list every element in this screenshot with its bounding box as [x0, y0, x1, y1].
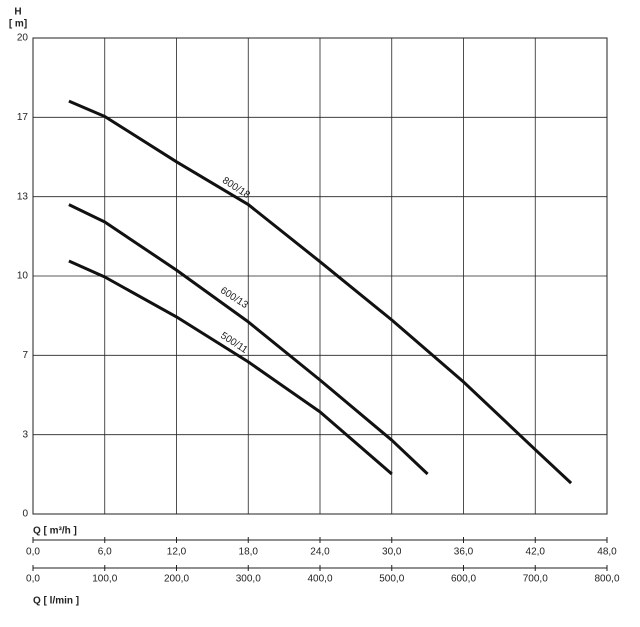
y-tick-label: 13	[17, 191, 29, 202]
y-tick-label: 10	[17, 271, 29, 282]
x-tick-label: 0,0	[26, 547, 40, 558]
x2-tick-label: 400,0	[307, 574, 332, 585]
pump-curve	[68, 203, 429, 476]
x2-tick-label: 300,0	[236, 574, 261, 585]
x2-tick-label: 0,0	[26, 574, 40, 585]
y-tick-label: 0	[22, 509, 28, 520]
x-tick-label: 18,0	[239, 547, 259, 558]
y-tick-label: 17	[17, 112, 29, 123]
y-axis-unit: [ m]	[9, 19, 27, 30]
x-tick-label: 30,0	[382, 547, 402, 558]
y-axis-title: H	[14, 7, 21, 18]
x2-axis-title: Q [ l/min ]	[33, 596, 79, 607]
x-tick-label: 42,0	[526, 547, 546, 558]
y-tick-label: 20	[17, 33, 29, 44]
y-tick-label: 7	[22, 350, 28, 361]
pump-curve	[68, 259, 393, 476]
x-tick-label: 6,0	[98, 547, 112, 558]
x2-tick-label: 700,0	[523, 574, 548, 585]
x-tick-label: 48,0	[597, 547, 617, 558]
x2-tick-label: 500,0	[379, 574, 404, 585]
x-axis-title: Q [ m³/h ]	[33, 526, 77, 537]
x-tick-label: 24,0	[310, 547, 330, 558]
x2-tick-label: 600,0	[451, 574, 476, 585]
curve-label: 600/13	[218, 285, 250, 311]
y-tick-label: 3	[22, 429, 28, 440]
pump-curve	[68, 99, 573, 485]
x-tick-label: 36,0	[454, 547, 474, 558]
x2-tick-label: 800,0	[594, 574, 619, 585]
x2-tick-label: 100,0	[92, 574, 117, 585]
x2-tick-label: 200,0	[164, 574, 189, 585]
x-tick-label: 12,0	[167, 547, 187, 558]
